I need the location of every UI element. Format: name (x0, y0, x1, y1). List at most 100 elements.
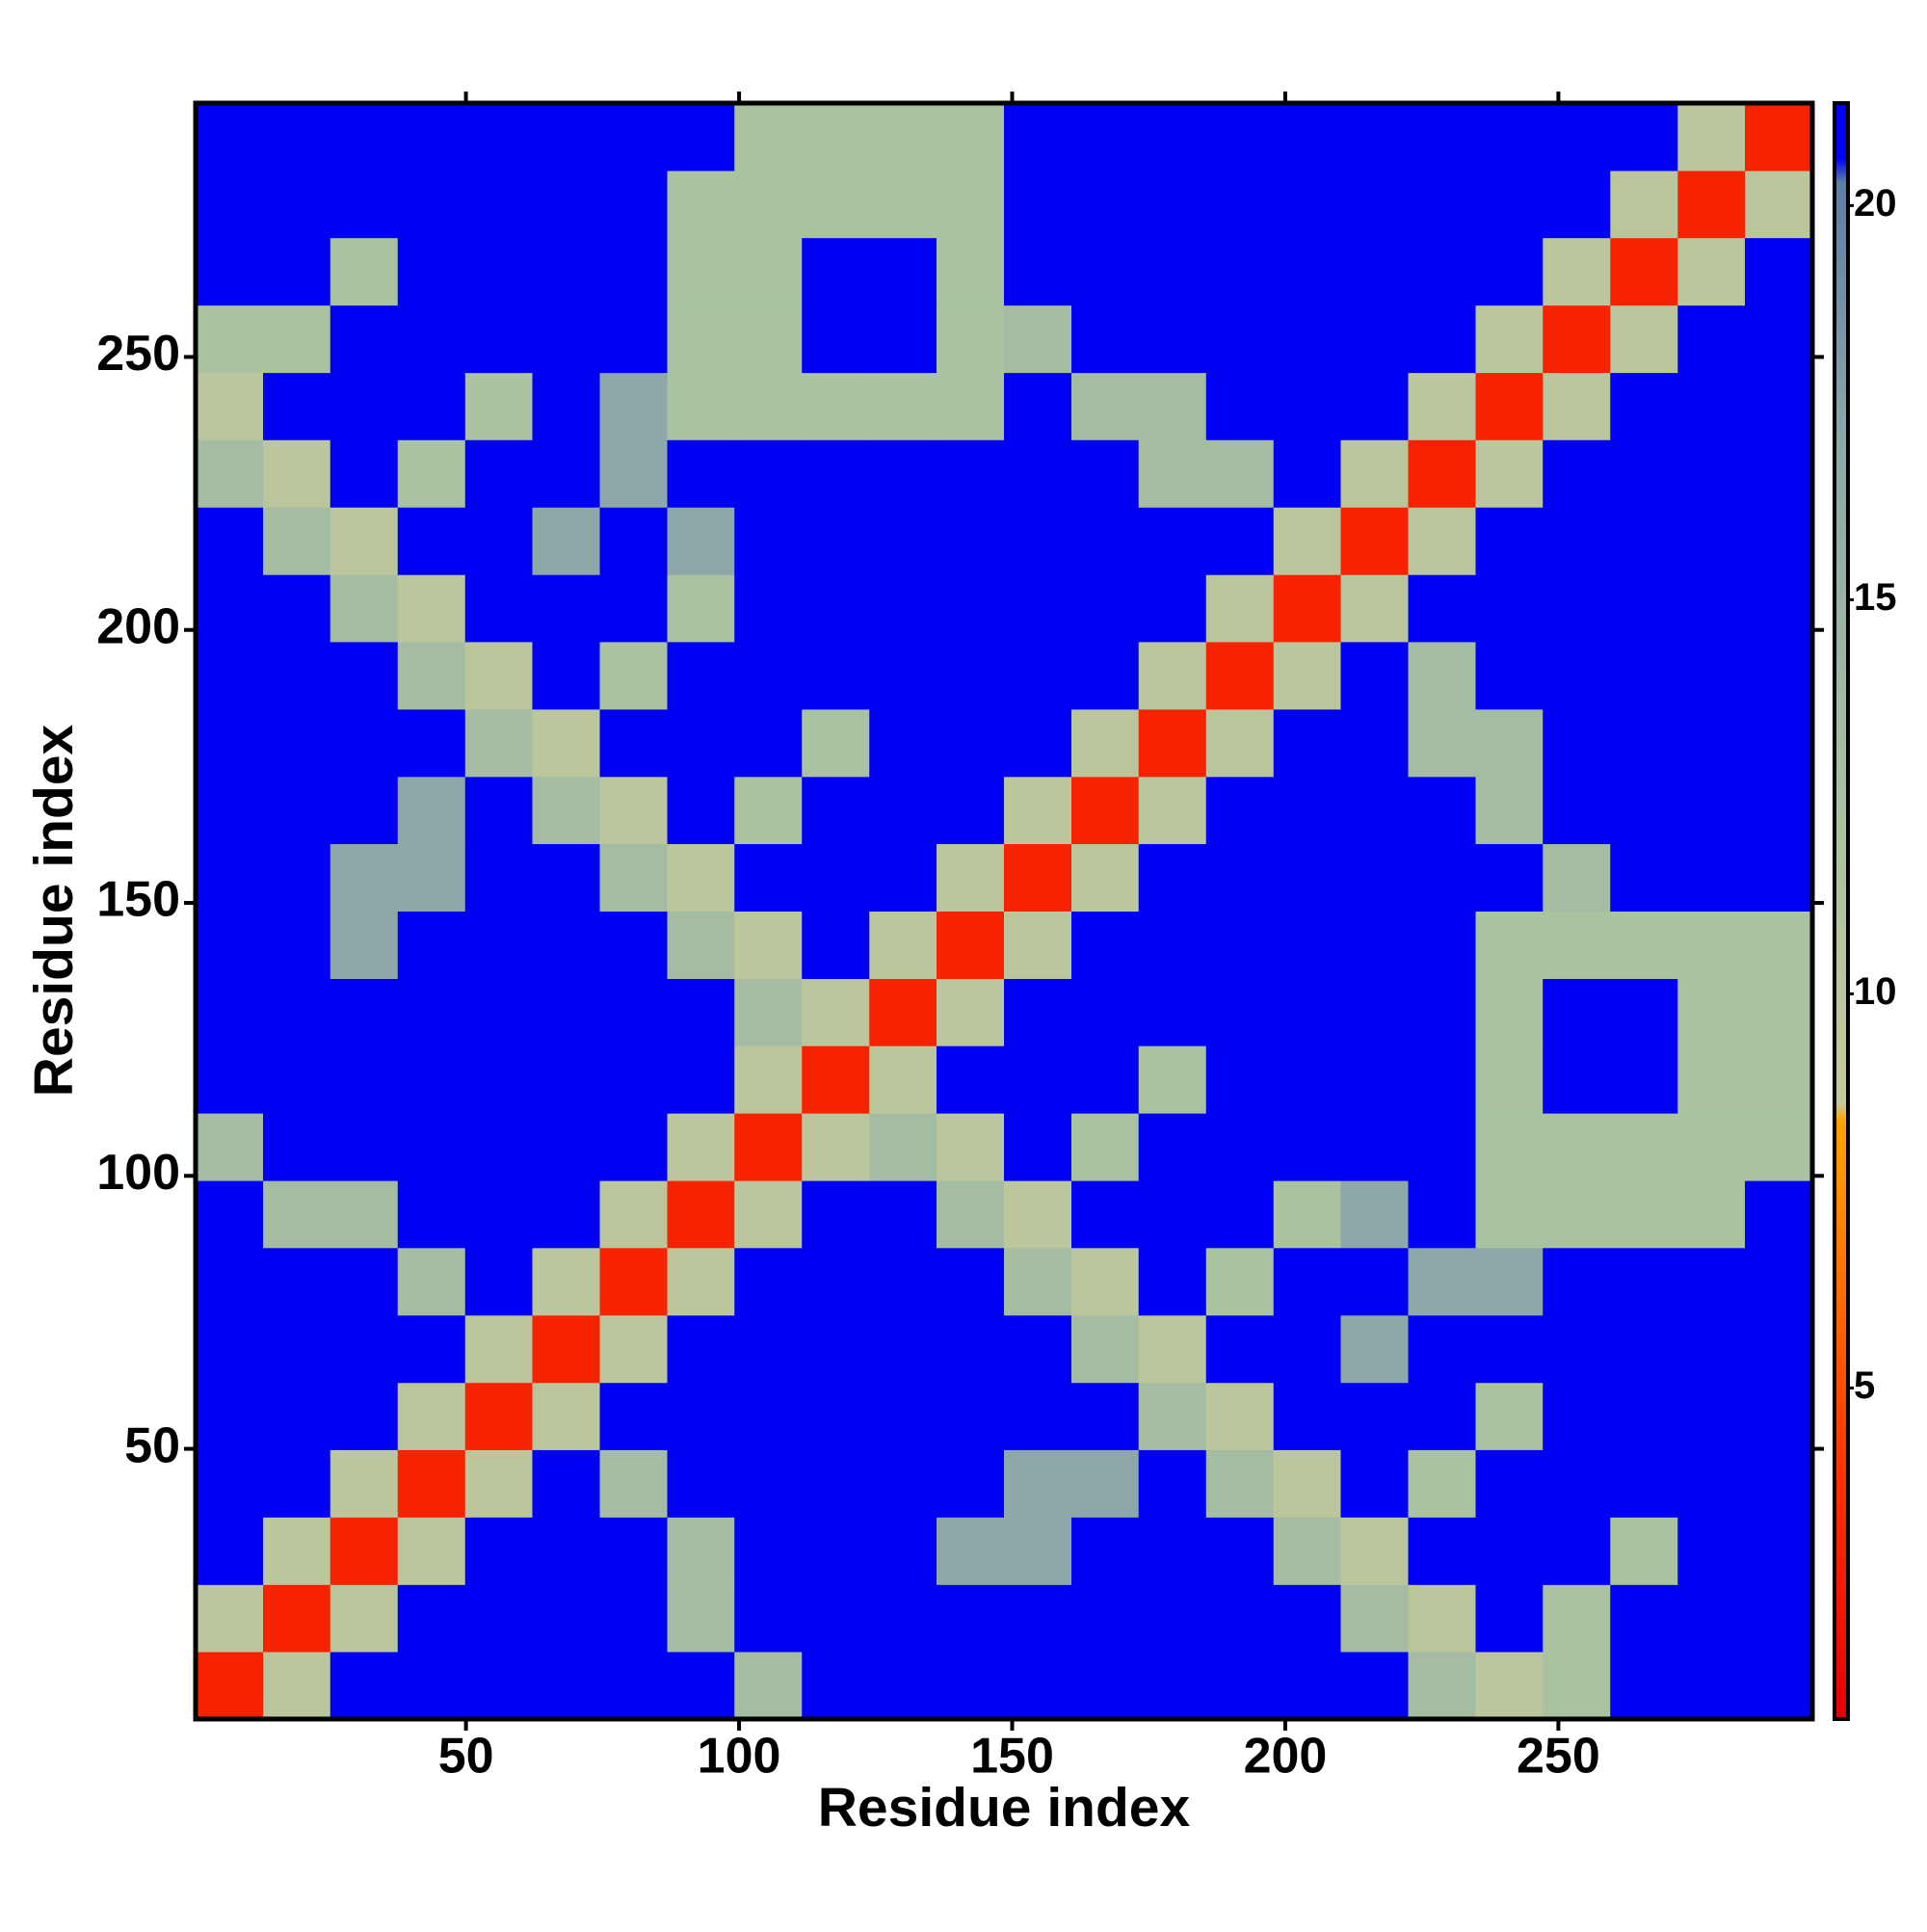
heatmap-cell (532, 776, 600, 845)
heatmap-cell (734, 708, 803, 778)
heatmap-cell (936, 708, 1005, 778)
heatmap-cell (1004, 1652, 1072, 1720)
heatmap-cell (734, 439, 803, 508)
heatmap-cell (802, 1517, 870, 1585)
heatmap-cell (330, 1584, 399, 1653)
heatmap-cell (1543, 103, 1611, 172)
heatmap-cell (1475, 103, 1544, 172)
heatmap-cell (1071, 1247, 1140, 1316)
heatmap-cell (1408, 1652, 1477, 1720)
heatmap-cell (1744, 978, 1813, 1046)
heatmap-cell (802, 978, 870, 1046)
heatmap-cell (397, 237, 466, 306)
heatmap-cell (1408, 1247, 1477, 1316)
heatmap-cell (1340, 1584, 1409, 1653)
colorbar-segment (1835, 181, 1848, 443)
heatmap-cell (667, 1113, 735, 1181)
colorbar-segment (1835, 1120, 1848, 1468)
heatmap-cell (1205, 304, 1275, 374)
heatmap-cell (397, 574, 466, 643)
heatmap-cell (869, 776, 937, 845)
heatmap-cell (667, 574, 735, 643)
heatmap-cell (1340, 1314, 1409, 1384)
heatmap-cell (263, 641, 331, 710)
heatmap-cell (1408, 574, 1477, 643)
heatmap-cell (599, 574, 669, 643)
heatmap-cell (196, 978, 264, 1046)
heatmap-cell (1744, 843, 1813, 912)
heatmap-cell (734, 237, 803, 306)
heatmap-cell (1004, 1247, 1072, 1316)
heatmap-cell (734, 1247, 803, 1316)
heatmap-cell (1677, 1247, 1746, 1316)
heatmap-cell (330, 1517, 399, 1585)
heatmap-cell (464, 574, 533, 643)
heatmap-cell (397, 1314, 466, 1384)
heatmap-cell (330, 776, 399, 845)
heatmap-cell (1475, 1517, 1544, 1585)
heatmap-cell (397, 372, 466, 440)
heatmap-cell (1610, 641, 1678, 710)
heatmap-cell (397, 911, 466, 979)
heatmap-cell (464, 641, 533, 710)
heatmap-cell (397, 439, 466, 508)
heatmap-cell (936, 439, 1005, 508)
heatmap-cell (1071, 170, 1140, 239)
heatmap-cell (599, 1584, 669, 1653)
colorbar-segment (1835, 441, 1848, 837)
heatmap-cell (263, 708, 331, 778)
heatmap-cell (734, 170, 803, 239)
heatmap-cell (397, 1652, 466, 1720)
heatmap-cell (397, 507, 466, 575)
heatmap-cell (1475, 574, 1544, 643)
heatmap-cell (1071, 708, 1140, 778)
heatmap-cell (1340, 237, 1409, 306)
heatmap-cell (330, 507, 399, 575)
heatmap-cell (1340, 1247, 1409, 1316)
heatmap-cell (734, 1045, 803, 1114)
heatmap-cell (1610, 170, 1678, 239)
heatmap-cell (1475, 507, 1544, 575)
colorbar-tick-label: 15 (1854, 576, 1897, 619)
heatmap-cell (330, 304, 399, 374)
heatmap-cell (1138, 304, 1207, 374)
heatmap-cell (1340, 372, 1409, 440)
heatmap-cell (667, 170, 735, 239)
colorbar: 5 10 15 20 (1833, 101, 1897, 1721)
heatmap-cell (936, 978, 1005, 1046)
heatmap-cell (330, 103, 399, 172)
heatmap-cell (1340, 170, 1409, 239)
heatmap-cell (667, 1652, 735, 1720)
y-tick-label: 100 (96, 1145, 180, 1201)
heatmap-cell (936, 1652, 1005, 1720)
heatmap-cell (1004, 170, 1072, 239)
heatmap-cell (1677, 978, 1746, 1046)
heatmap-cell (1004, 103, 1072, 172)
heatmap-cell (1004, 911, 1072, 979)
heatmap-cell (1273, 1584, 1341, 1653)
heatmap-cell (1138, 1314, 1207, 1384)
heatmap-cell (1205, 103, 1275, 172)
heatmap-cell (1408, 103, 1477, 172)
heatmap-cell (1408, 1382, 1477, 1450)
heatmap-cell (734, 1517, 803, 1585)
heatmap-cell (1205, 1045, 1275, 1114)
heatmap-cell (1138, 1045, 1207, 1114)
heatmap-cell (1273, 1449, 1341, 1518)
heatmap-cell (532, 978, 600, 1046)
heatmap-cell (1475, 641, 1544, 710)
heatmap-cell (464, 978, 533, 1046)
heatmap-cell (464, 708, 533, 778)
heatmap-cell (1610, 304, 1678, 374)
heatmap-cell (1340, 103, 1409, 172)
heatmap-cell (1677, 641, 1746, 710)
heatmap-cell (667, 304, 735, 374)
heatmap-cell (263, 574, 331, 643)
heatmap-cell (1408, 776, 1477, 845)
heatmap-cell (869, 708, 937, 778)
heatmap-cell (1408, 1449, 1477, 1518)
colorbar-tick-label: 20 (1854, 182, 1897, 225)
heatmap-cell (1543, 1517, 1611, 1585)
heatmap-cell (1610, 1314, 1678, 1384)
